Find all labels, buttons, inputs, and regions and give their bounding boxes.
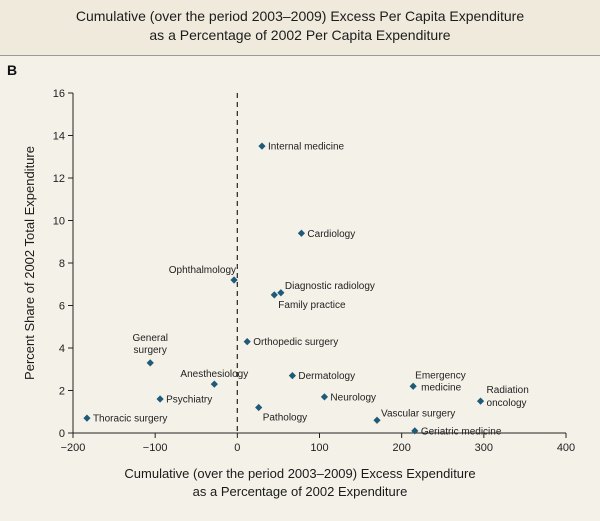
data-point [411, 427, 419, 435]
point-label: Dermatology [298, 371, 355, 382]
axis-titles: Cumulative (over the period 2003–2009) E… [22, 146, 476, 499]
point-label: Thoracic surgery [93, 414, 167, 425]
data-point [210, 380, 218, 388]
point-label: Neurology [330, 392, 376, 403]
data-points: Internal medicine Cardiology Ophthalmology… [83, 142, 529, 437]
data-point [373, 416, 381, 424]
y-tick-label: 14 [53, 131, 65, 143]
point-label: Orthopedic surgery [253, 337, 338, 348]
panel-label: B [7, 62, 18, 78]
y-tick-label: 2 [59, 386, 65, 398]
point-label: Internal medicine [268, 142, 345, 153]
data-point [230, 276, 238, 284]
data-point [270, 291, 278, 299]
point-label: Family practice [278, 300, 346, 311]
point-label: Cardiology [307, 229, 355, 240]
y-tick-label: 16 [53, 88, 65, 100]
x-tick-label: −200 [61, 442, 86, 454]
point-label: oncology [487, 398, 527, 409]
y-tick-label: 8 [59, 258, 65, 270]
point-label: General [132, 333, 168, 344]
data-point [146, 359, 154, 367]
data-point [258, 142, 266, 150]
point-label: Emergency [415, 370, 466, 381]
y-tick-label: 10 [53, 216, 65, 228]
header-line-1: Cumulative (over the period 2003–2009) E… [75, 8, 525, 24]
y-tick-label: 4 [59, 343, 65, 355]
x-axis-title: as a Percentage of 2002 Expenditure [193, 484, 408, 499]
y-tick-label: 12 [53, 173, 65, 185]
data-point [156, 395, 164, 403]
data-point [476, 397, 485, 405]
data-point [320, 393, 329, 401]
x-tick-label: 400 [557, 442, 575, 454]
point-label: Geriatric medicine [421, 426, 502, 437]
data-point [288, 372, 296, 380]
point-label: Diagnostic radiology [285, 281, 375, 292]
x-tick-label: 100 [310, 442, 328, 454]
point-label: Pathology [263, 413, 307, 424]
x-tick-label: 300 [475, 442, 493, 454]
point-label: Psychiatry [166, 395, 212, 406]
data-point [255, 403, 263, 412]
y-axis-title: Percent Share of 2002 Total Expenditure [22, 146, 37, 380]
x-tick-label: 200 [392, 442, 410, 454]
x-tick-label: −100 [143, 442, 168, 454]
point-label: Anesthesiology [180, 369, 248, 380]
data-point [83, 414, 91, 422]
point-label: Radiation [487, 385, 529, 396]
data-point [297, 229, 306, 237]
y-tick-label: 6 [59, 301, 65, 313]
data-point [409, 382, 417, 390]
x-axis-title: Cumulative (over the period 2003–2009) E… [124, 466, 475, 481]
point-label: Ophthalmology [169, 265, 236, 276]
data-point [277, 289, 285, 297]
axes: 0 2 4 6 8 10 12 14 16 −200 −100 0 100 200 300 400 [53, 88, 575, 454]
figure-header: Cumulative (over the period 2003–2009) E… [0, 0, 600, 56]
data-point [243, 338, 251, 346]
point-label: Vascular surgery [381, 408, 455, 419]
header-line-2: as a Percentage of 2002 Per Capita Expen… [149, 27, 451, 43]
y-tick-label: 0 [59, 428, 65, 440]
x-tick-label: 0 [234, 442, 240, 454]
point-label: surgery [134, 345, 167, 356]
point-label: medicine [421, 382, 461, 393]
